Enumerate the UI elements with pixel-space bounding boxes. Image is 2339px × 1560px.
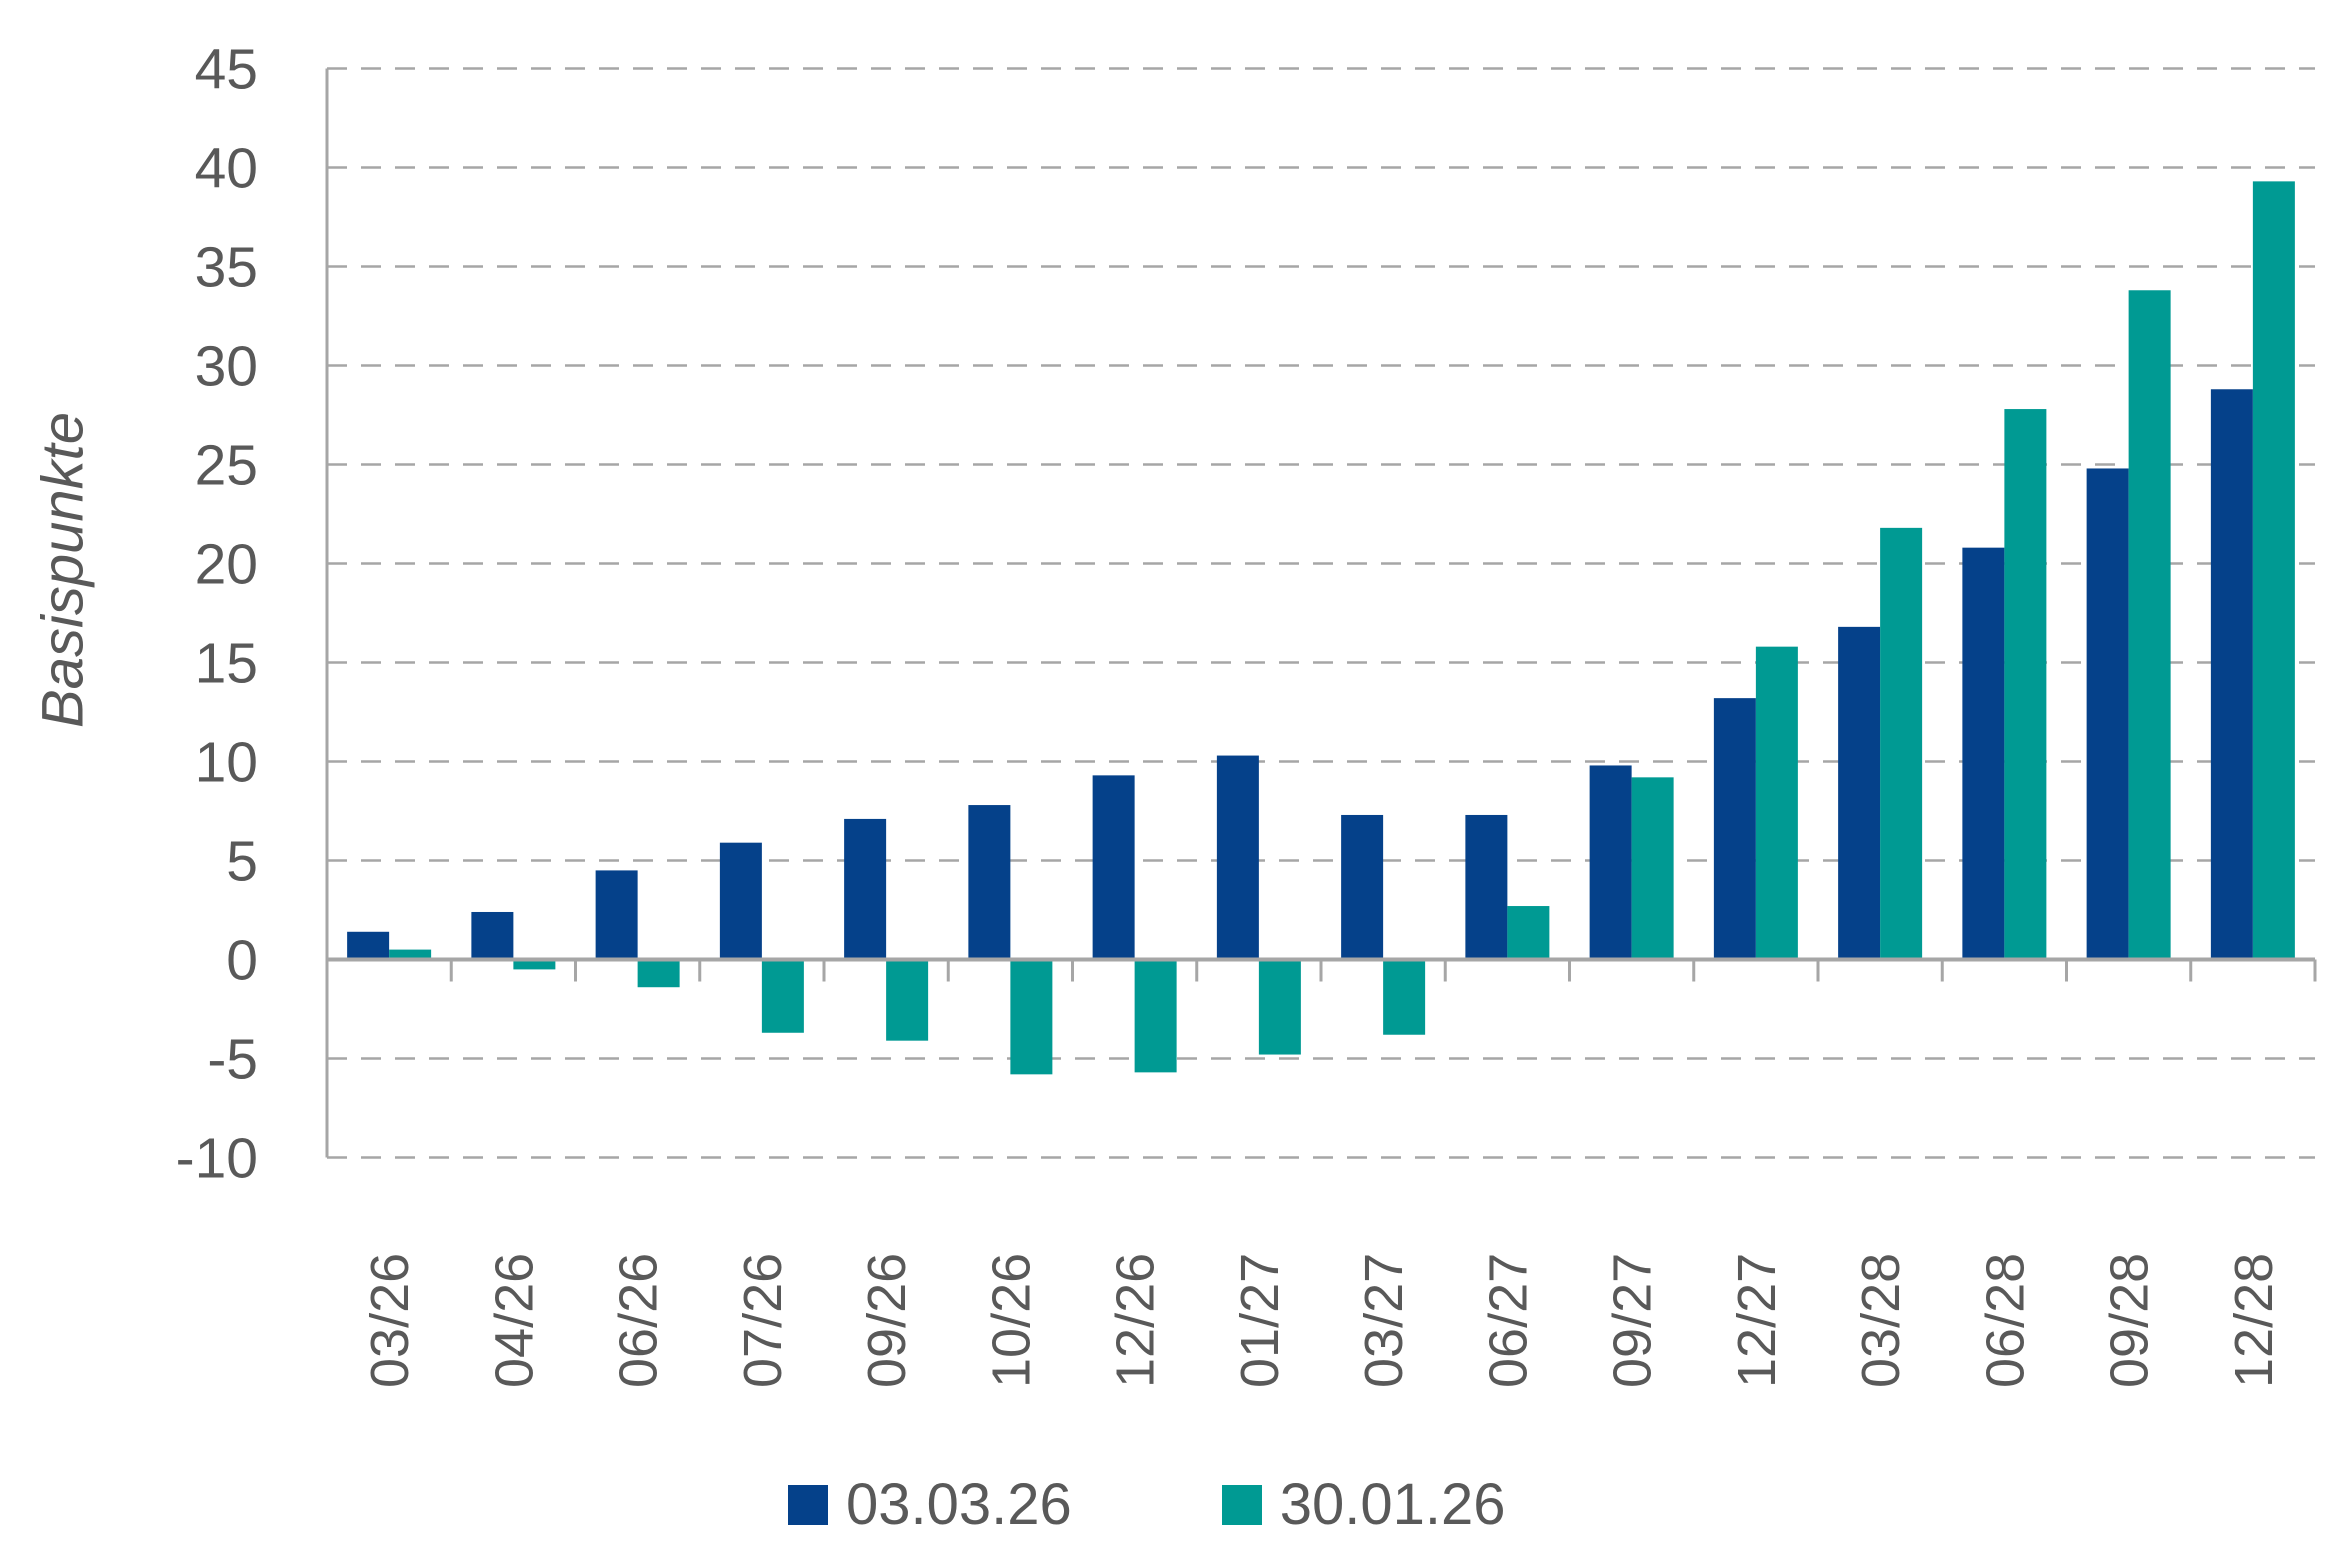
bar-03.03.26-12/26: [1092, 775, 1135, 960]
chart-legend: 03.03.26 30.01.26: [788, 1476, 1506, 1534]
bar-30.01.26-04/26: [513, 959, 556, 970]
x-tick-label-12/26: 12/26: [1106, 1253, 1166, 1388]
y-axis-title: Basispunkte: [30, 412, 95, 728]
bar-30.01.26-03/28: [1880, 527, 1923, 960]
bar-03.03.26-06/28: [1962, 547, 2005, 960]
legend-item-series2: 30.01.26: [1221, 1472, 1506, 1537]
bar-30.01.26-03/27: [1383, 959, 1426, 1035]
x-tick-label-07/26: 07/26: [733, 1253, 793, 1388]
bar-03.03.26-03/27: [1341, 814, 1384, 960]
legend-label-series1: 03.03.26: [846, 1472, 1072, 1537]
x-tick-label-09/26: 09/26: [857, 1253, 917, 1388]
bar-03.03.26-03/26: [347, 931, 390, 960]
bar-30.01.26-03/26: [389, 949, 432, 960]
bar-30.01.26-06/28: [2004, 409, 2047, 960]
x-tick-label-12/28: 12/28: [2224, 1253, 2284, 1388]
y-tick-label-5: 5: [226, 829, 258, 893]
x-tick-label-03/26: 03/26: [360, 1253, 420, 1388]
x-tick-label-12/27: 12/27: [1727, 1253, 1787, 1388]
bar-30.01.26-10/26: [1010, 959, 1053, 1075]
y-tick-label-10: 10: [195, 730, 258, 794]
legend-item-series1: 03.03.26: [788, 1476, 1072, 1534]
x-tick-label-06/28: 06/28: [1975, 1253, 2035, 1388]
bar-30.01.26-01/27: [1258, 959, 1301, 1055]
y-tick-label--5: -5: [207, 1027, 258, 1091]
x-tick-label-03/27: 03/27: [1354, 1253, 1414, 1388]
bar-30.01.26-07/26: [761, 959, 804, 1033]
bar-30.01.26-06/27: [1507, 906, 1550, 960]
bar-03.03.26-09/27: [1589, 765, 1632, 960]
bar-30.01.26-12/27: [1755, 646, 1798, 960]
bar-30.01.26-09/27: [1631, 777, 1674, 960]
bar-03.03.26-09/26: [844, 818, 887, 960]
x-tick-label-10/26: 10/26: [981, 1253, 1041, 1388]
legend-swatch-blue: [788, 1485, 828, 1525]
x-tick-label-04/26: 04/26: [484, 1253, 544, 1388]
bar-30.01.26-12/26: [1134, 959, 1177, 1073]
bar-30.01.26-12/28: [2252, 181, 2295, 960]
bar-30.01.26-09/28: [2128, 290, 2171, 960]
bar-03.03.26-01/27: [1216, 755, 1259, 960]
x-tick-label-09/28: 09/28: [2100, 1253, 2160, 1388]
x-tick-label-06/26: 06/26: [609, 1253, 669, 1388]
x-tick-label-03/28: 03/28: [1851, 1253, 1911, 1388]
bar-03.03.26-06/27: [1465, 814, 1508, 960]
bar-03.03.26-12/28: [2210, 389, 2253, 960]
legend-label-series2: 30.01.26: [1279, 1472, 1506, 1537]
bar-03.03.26-03/28: [1838, 626, 1881, 960]
x-tick-label-06/27: 06/27: [1478, 1253, 1538, 1388]
bar-30.01.26-09/26: [886, 959, 929, 1041]
y-tick-label-0: 0: [226, 928, 258, 992]
bar-03.03.26-07/26: [719, 842, 762, 960]
y-tick-label-40: 40: [195, 136, 258, 200]
legend-swatch-teal: [1221, 1485, 1262, 1525]
bar-03.03.26-04/26: [471, 911, 514, 960]
y-tick-label-35: 35: [195, 235, 258, 299]
y-tick-label-25: 25: [195, 433, 258, 497]
bar-03.03.26-09/28: [2086, 468, 2129, 960]
y-tick-label-30: 30: [195, 334, 258, 398]
bar-03.03.26-12/27: [1713, 698, 1756, 960]
y-tick-label-20: 20: [195, 532, 258, 596]
bar-03.03.26-10/26: [968, 805, 1011, 960]
bar-30.01.26-06/26: [637, 959, 680, 988]
y-tick-label--10: -10: [176, 1126, 258, 1190]
y-tick-label-45: 45: [195, 37, 258, 101]
bar-03.03.26-06/26: [595, 870, 638, 960]
x-tick-label-09/27: 09/27: [1603, 1253, 1663, 1388]
x-tick-label-01/27: 01/27: [1230, 1253, 1290, 1388]
y-tick-label-15: 15: [195, 631, 258, 695]
